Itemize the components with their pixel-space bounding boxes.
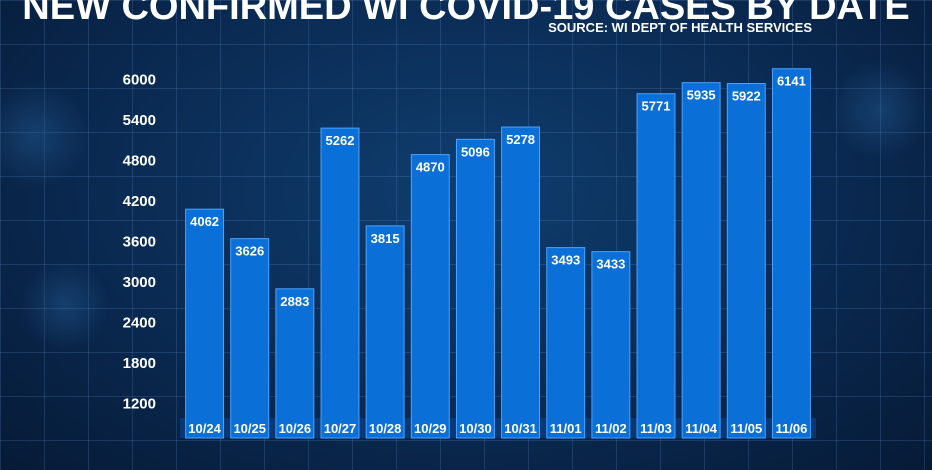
virus-decoration-right bbox=[830, 60, 930, 160]
virus-decoration-left bbox=[0, 80, 90, 190]
bar bbox=[546, 247, 586, 439]
source-note: SOURCE: WI DEPT OF HEALTH SERVICES bbox=[548, 20, 812, 35]
chart-title: NEW CONFIRMED WI COVID-19 CASES BY DATE bbox=[22, 0, 910, 28]
bar-value-label: 5935 bbox=[687, 88, 716, 103]
x-tick-label: 11/04 bbox=[685, 421, 718, 436]
y-tick-label: 6000 bbox=[123, 71, 156, 88]
y-tick-label: 1200 bbox=[123, 395, 156, 412]
y-tick-label: 4800 bbox=[123, 152, 156, 169]
x-tick-label: 11/06 bbox=[776, 421, 808, 436]
bar bbox=[365, 225, 405, 439]
bar-value-label: 5262 bbox=[326, 133, 355, 148]
x-tick-label: 11/03 bbox=[640, 421, 672, 436]
x-tick-label: 10/24 bbox=[188, 421, 221, 436]
bar-value-label: 5922 bbox=[732, 89, 761, 104]
x-tick-label: 10/27 bbox=[324, 421, 357, 436]
y-tick-label: 3000 bbox=[123, 274, 156, 291]
bar-value-label: 4062 bbox=[190, 214, 219, 229]
y-tick-label: 3600 bbox=[123, 233, 156, 250]
bar bbox=[185, 208, 225, 439]
x-tick-label: 11/05 bbox=[730, 421, 762, 436]
y-tick-label: 5400 bbox=[123, 112, 156, 129]
x-tick-label: 10/30 bbox=[459, 421, 492, 436]
bar bbox=[591, 251, 631, 439]
x-tick-label: 11/01 bbox=[550, 421, 582, 436]
y-tick-label: 2400 bbox=[123, 314, 156, 331]
y-tick-label: 4200 bbox=[123, 193, 156, 210]
bar bbox=[501, 126, 541, 439]
x-tick-label: 11/02 bbox=[595, 421, 627, 436]
bar-value-label: 3815 bbox=[371, 231, 400, 246]
bar bbox=[771, 68, 811, 439]
bar-value-label: 3493 bbox=[551, 253, 580, 268]
virus-decoration-left-lower bbox=[20, 260, 110, 350]
bar-value-label: 6141 bbox=[777, 74, 806, 89]
bar bbox=[455, 138, 495, 439]
bar-value-label: 2883 bbox=[280, 294, 309, 309]
bar-value-label: 4870 bbox=[416, 160, 445, 175]
x-tick-label: 10/31 bbox=[504, 421, 537, 436]
bar bbox=[681, 82, 721, 439]
bar bbox=[410, 154, 450, 439]
bar-value-label: 3433 bbox=[596, 257, 625, 272]
x-tick-label: 10/26 bbox=[279, 421, 312, 436]
x-tick-label: 10/29 bbox=[414, 421, 447, 436]
bar-value-label: 5278 bbox=[506, 132, 535, 147]
bar-value-label: 5096 bbox=[461, 144, 490, 159]
bar bbox=[230, 238, 270, 439]
bar bbox=[320, 127, 360, 439]
bar bbox=[275, 288, 315, 439]
bar bbox=[636, 93, 676, 439]
x-tick-label: 10/25 bbox=[233, 421, 266, 436]
bar-value-label: 3626 bbox=[235, 244, 264, 259]
x-tick-label: 10/28 bbox=[369, 421, 402, 436]
y-tick-label: 1800 bbox=[123, 355, 156, 372]
bar bbox=[726, 83, 766, 439]
bar-value-label: 5771 bbox=[642, 99, 671, 114]
